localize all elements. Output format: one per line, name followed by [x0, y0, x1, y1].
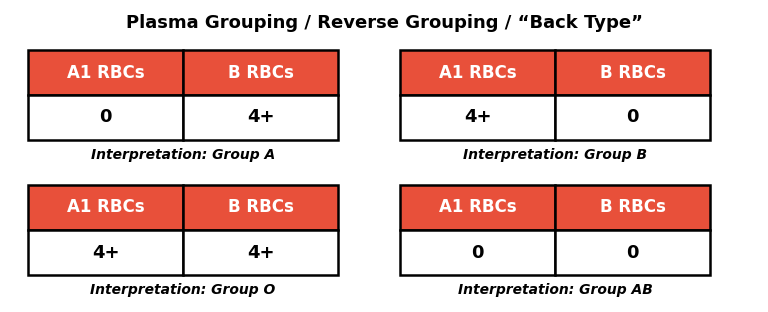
Text: Interpretation: Group AB: Interpretation: Group AB	[458, 283, 653, 297]
Text: B RBCs: B RBCs	[227, 64, 293, 81]
Bar	[28, 95, 183, 140]
Text: B RBCs: B RBCs	[600, 64, 665, 81]
Text: 0: 0	[626, 109, 639, 126]
Text: 4+: 4+	[464, 109, 492, 126]
Text: 4+: 4+	[91, 243, 119, 261]
Text: A1 RBCs: A1 RBCs	[67, 198, 144, 217]
Text: 0: 0	[472, 243, 484, 261]
Bar	[400, 230, 555, 275]
Text: B RBCs: B RBCs	[227, 198, 293, 217]
Bar	[28, 50, 183, 95]
Bar	[183, 230, 338, 275]
Text: A1 RBCs: A1 RBCs	[67, 64, 144, 81]
Text: A1 RBCs: A1 RBCs	[439, 198, 516, 217]
Bar	[400, 185, 555, 230]
Bar	[183, 50, 338, 95]
Text: Interpretation: Group B: Interpretation: Group B	[463, 148, 647, 162]
Text: 0: 0	[99, 109, 112, 126]
Text: 4+: 4+	[247, 109, 274, 126]
Bar	[400, 50, 555, 95]
Bar	[555, 230, 710, 275]
Bar	[183, 185, 338, 230]
Text: 0: 0	[626, 243, 639, 261]
Bar	[28, 185, 183, 230]
Text: Interpretation: Group O: Interpretation: Group O	[91, 283, 276, 297]
Bar	[183, 95, 338, 140]
Bar	[555, 95, 710, 140]
Text: Plasma Grouping / Reverse Grouping / “Back Type”: Plasma Grouping / Reverse Grouping / “Ba…	[125, 14, 643, 32]
Text: 4+: 4+	[247, 243, 274, 261]
Text: A1 RBCs: A1 RBCs	[439, 64, 516, 81]
Bar	[400, 95, 555, 140]
Text: Interpretation: Group A: Interpretation: Group A	[91, 148, 275, 162]
Bar	[28, 230, 183, 275]
Text: B RBCs: B RBCs	[600, 198, 665, 217]
Bar	[555, 185, 710, 230]
Bar	[555, 50, 710, 95]
